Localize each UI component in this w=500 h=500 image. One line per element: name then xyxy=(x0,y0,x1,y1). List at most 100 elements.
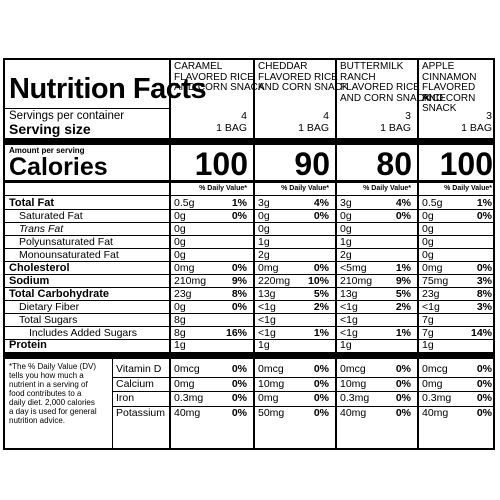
vitamin-rule xyxy=(113,406,495,407)
row-rule xyxy=(5,261,495,262)
nutrient-dv: 9% xyxy=(231,274,247,287)
product-name: AND CORN SNACK xyxy=(422,92,476,114)
vitamin-amount: 40mg xyxy=(422,406,449,419)
nutrient-amount: 1g xyxy=(340,339,352,352)
nutrient-amount: 7g xyxy=(422,313,434,326)
nutrient-amount: 0g xyxy=(174,235,186,248)
serving-size-label: Serving size xyxy=(9,121,91,137)
vitamin-amount: 10mg xyxy=(340,377,367,390)
nutrient-label: Trans Fat xyxy=(19,222,64,235)
nutrient-label: Includes Added Sugars xyxy=(29,326,137,339)
nutrient-dv: 8% xyxy=(476,287,492,300)
rule xyxy=(5,195,495,196)
product-name: APPLE xyxy=(422,61,455,72)
vitamin-amount: 0mg xyxy=(258,392,279,404)
nutrient-label: Total Sugars xyxy=(19,313,78,326)
nutrient-amount: <1g xyxy=(258,313,276,326)
nutrient-dv: 0% xyxy=(313,261,329,274)
vitamin-amount: 0mcg xyxy=(174,363,200,375)
daily-value-header: % Daily Value* xyxy=(281,185,329,192)
nutrient-amount: 8g xyxy=(174,326,186,339)
vitamin-amount: 50mg xyxy=(258,406,285,419)
product-name: FLAVORED RICE xyxy=(340,82,420,93)
nutrient-dv: 9% xyxy=(395,274,411,287)
calories-value: 90 xyxy=(294,146,330,182)
column-divider xyxy=(169,58,171,450)
vitamin-dv: 0% xyxy=(231,392,247,404)
row-rule xyxy=(5,274,495,275)
nutrient-dv: 0% xyxy=(395,209,411,222)
serving-size-value: 1 BAG xyxy=(298,122,329,134)
nutrient-amount: 3g xyxy=(258,197,270,209)
product-name: FLAVORED RICE xyxy=(258,71,338,83)
product-name: CARAMEL xyxy=(174,61,223,72)
daily-value-header: % Daily Value* xyxy=(199,185,247,192)
nutrient-label: Total Fat xyxy=(9,197,55,209)
nutrient-dv: 5% xyxy=(395,287,411,300)
vitamin-dv: 0% xyxy=(476,363,492,375)
nutrient-amount: 1g xyxy=(174,339,186,352)
vitamin-dv: 0% xyxy=(313,392,329,404)
footnote-line: daily diet. 2,000 calories xyxy=(9,398,95,407)
vitamin-amount: 0.3mg xyxy=(340,392,370,404)
nutrient-dv: 0% xyxy=(231,261,247,274)
vitamin-amount: 40mg xyxy=(340,406,367,419)
nutrient-amount: <1g xyxy=(340,300,358,313)
row-rule xyxy=(5,222,495,223)
vitamin-label: Potassium xyxy=(116,406,166,419)
vitamin-dv: 0% xyxy=(231,406,247,419)
nutrient-amount: 0g xyxy=(174,209,186,222)
nutrient-amount: 220mg xyxy=(258,274,291,287)
rule xyxy=(5,180,495,183)
nutrient-label: Cholesterol xyxy=(9,261,70,274)
column-divider xyxy=(335,58,337,450)
nutrient-amount: 1g xyxy=(422,339,434,352)
footnote-line: *The % Daily Value (DV) xyxy=(9,362,96,371)
thick-rule xyxy=(5,352,495,359)
nutrient-amount: <5mg xyxy=(340,261,367,274)
calories-value: 100 xyxy=(439,146,493,182)
vitamin-dv: 0% xyxy=(313,377,329,390)
servings-label: Servings per container xyxy=(9,110,125,122)
vitamin-amount: 0mg xyxy=(422,377,443,390)
product-name: FLAVORED RICE xyxy=(422,82,476,104)
nutrient-amount: 0mg xyxy=(258,261,279,274)
product-name: AND CORN SNACK xyxy=(258,82,349,93)
serving-size-value: 1 BAG xyxy=(216,122,247,134)
label-title: Nutrition Facts xyxy=(9,73,207,105)
nutrient-label: Monounsaturated Fat xyxy=(19,248,119,261)
servings-value: 3 xyxy=(405,110,411,122)
product-name: CHEDDAR xyxy=(258,61,308,72)
vitamin-dv: 0% xyxy=(395,377,411,390)
nutrient-amount: 0g xyxy=(258,222,270,235)
nutrient-dv: 0% xyxy=(231,209,247,222)
nutrient-dv: 0% xyxy=(476,209,492,222)
vitamin-amount: 0.3mg xyxy=(422,392,452,404)
label-border xyxy=(3,58,495,450)
nutrient-amount: 0.5g xyxy=(174,197,195,209)
nutrient-dv: 0% xyxy=(313,209,329,222)
nutrient-dv: 1% xyxy=(231,197,247,209)
nutrient-amount: 0g xyxy=(174,222,186,235)
column-divider xyxy=(112,359,113,450)
vitamin-dv: 0% xyxy=(231,377,247,390)
product-name: BUTTERMILK xyxy=(340,61,404,72)
nutrient-label: Dietary Fiber xyxy=(19,300,80,313)
vitamin-rule xyxy=(113,377,495,378)
rule xyxy=(5,108,169,109)
nutrient-dv: 5% xyxy=(313,287,329,300)
nutrient-label: Polyunsaturated Fat xyxy=(19,235,113,248)
vitamin-label: Calcium xyxy=(116,377,154,390)
servings-value: 4 xyxy=(241,110,247,122)
nutrient-label: Protein xyxy=(9,339,47,352)
nutrient-dv: 4% xyxy=(313,197,329,209)
nutrient-amount: 23g xyxy=(174,287,192,300)
nutrient-amount: 3g xyxy=(340,197,352,209)
footnote-line: tells you how much a xyxy=(9,371,84,380)
nutrient-amount: 1g xyxy=(340,235,352,248)
row-rule xyxy=(5,313,495,314)
nutrient-amount: 0g xyxy=(174,248,186,261)
vitamin-dv: 0% xyxy=(476,377,492,390)
amount-per-serving: Amount per serving xyxy=(9,146,85,155)
product-name: RANCH xyxy=(340,71,376,83)
